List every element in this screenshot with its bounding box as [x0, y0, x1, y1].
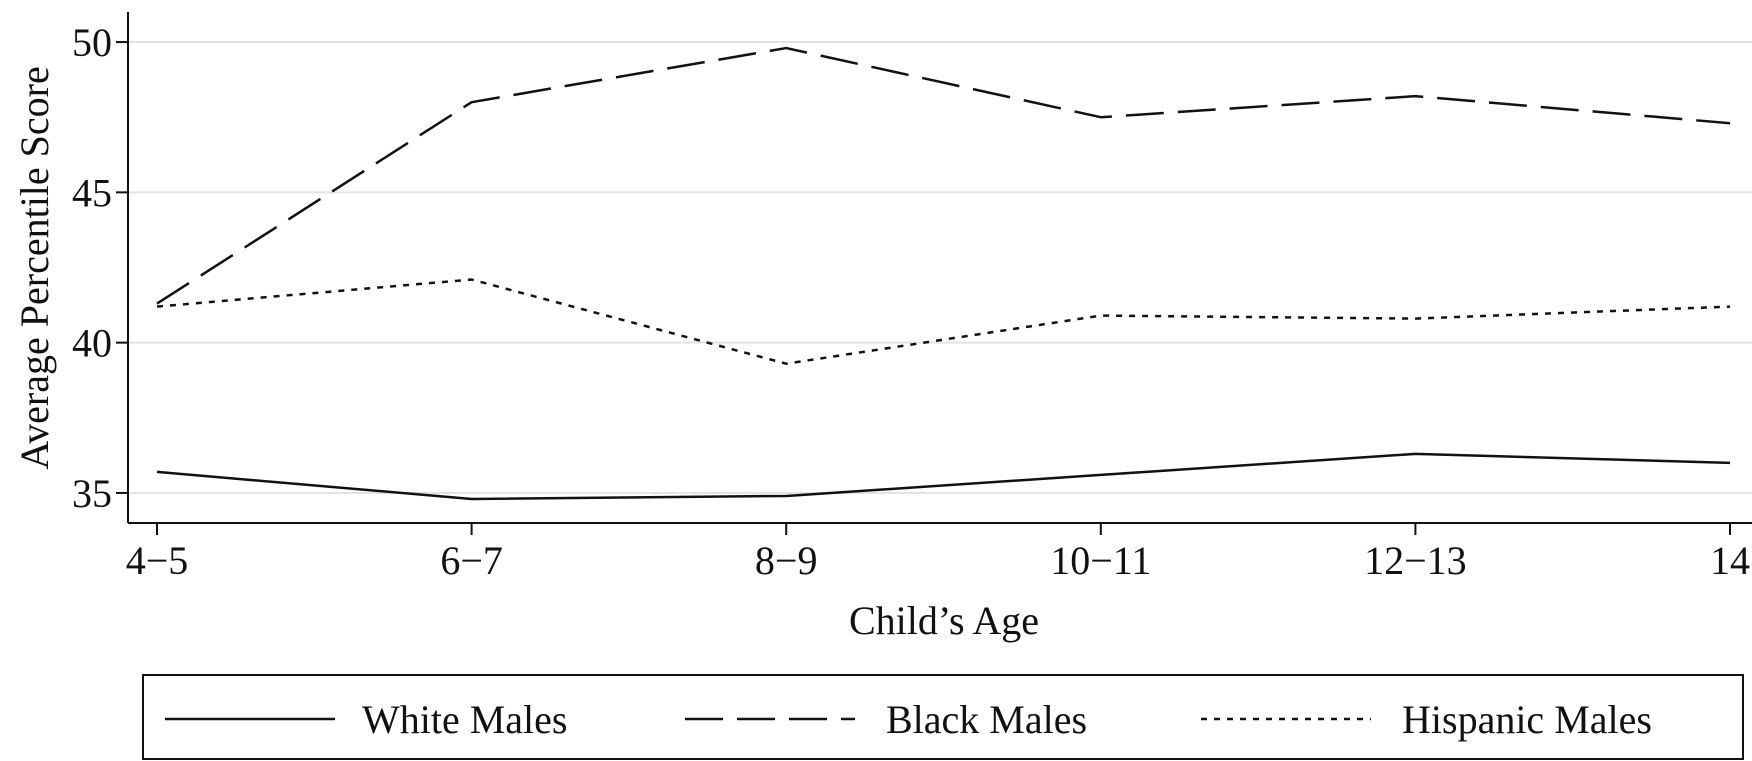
x-tick-label: 6−7	[440, 538, 503, 583]
y-tick-label: 45	[72, 170, 112, 215]
legend-label: Hispanic Males	[1402, 697, 1652, 742]
axes: 35 40 45 50 4−5 6−7 8−9 10−11 12−13 14	[72, 12, 1752, 583]
legend-box	[142, 674, 1744, 760]
x-tick-label: 12−13	[1364, 538, 1467, 583]
x-tick-label: 10−11	[1050, 538, 1151, 583]
x-axis-title: Child’s Age	[849, 598, 1039, 643]
y-tick-label: 40	[72, 321, 112, 366]
x-tick-label: 8−9	[755, 538, 818, 583]
series-line-hispanic-males	[156, 278, 1731, 365]
series-lines	[156, 46, 1731, 501]
y-tick-label: 50	[72, 20, 112, 65]
x-tick-label: 4−5	[126, 538, 189, 583]
legend-label: White Males	[362, 697, 568, 742]
y-axis-title: Average Percentile Score	[12, 66, 57, 470]
legend-label: Black Males	[886, 697, 1087, 742]
gridlines	[128, 41, 1752, 494]
x-tick-label: 14	[1710, 538, 1750, 583]
y-tick-label: 35	[72, 471, 112, 516]
series-line-white-males	[156, 452, 1731, 501]
series-line-black-males	[156, 46, 1731, 305]
legend: White Males Black Males Hispanic Males	[142, 674, 1744, 760]
